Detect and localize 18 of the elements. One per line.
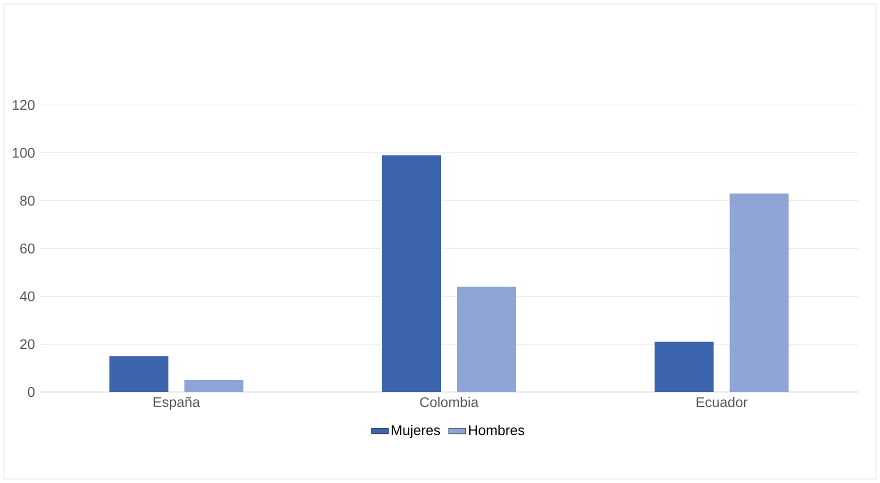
y-tick-label: 0 — [28, 387, 35, 397]
y-tick-label: 40 — [20, 291, 35, 302]
y-tick-label: 20 — [20, 339, 35, 350]
y-tick-label: 120 — [12, 100, 35, 110]
bar — [457, 286, 516, 392]
x-tick-label: España — [154, 396, 200, 410]
y-tick-label: 60 — [20, 244, 35, 254]
bar — [730, 193, 789, 392]
legend-label: Mujeres — [392, 424, 440, 438]
legend-label: Hombres — [469, 424, 524, 436]
bar — [109, 356, 168, 392]
bar — [184, 380, 244, 392]
x-tick-label: Colombia — [420, 396, 479, 408]
bar — [382, 155, 442, 392]
y-tick-label: 100 — [12, 148, 35, 158]
x-tick-label: Ecuador — [696, 396, 748, 408]
bar — [654, 342, 714, 392]
y-tick-label: 80 — [20, 196, 35, 206]
